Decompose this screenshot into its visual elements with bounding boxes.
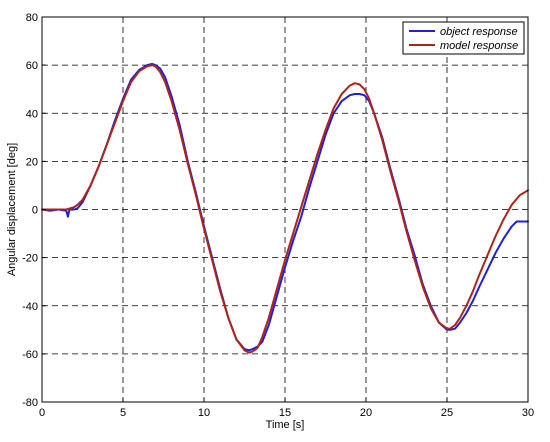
y-axis-label: Angular displacement [deg]: [6, 143, 18, 276]
y-tick-label: 40: [26, 108, 38, 120]
x-tick-label: 25: [441, 407, 453, 419]
x-tick-label: 5: [120, 407, 126, 419]
y-tick-label: 0: [32, 205, 38, 217]
tick-layer: 0 5 10 15 20 25 30 80 60 40 20 0 -20 -40 -60 -80: [22, 12, 534, 419]
legend-box: [402, 21, 525, 55]
series-layer: [41, 62, 529, 354]
y-tick-label: -60: [22, 349, 38, 361]
y-tick-label: -20: [22, 253, 38, 265]
x-tick-label: 10: [198, 407, 210, 419]
series-line-model-response: [41, 64, 529, 354]
y-tick-label: -40: [22, 301, 38, 313]
y-tick-label: 20: [26, 156, 38, 168]
legend: object response model response: [402, 21, 525, 55]
legend-label-object-response: object response: [440, 26, 518, 38]
x-tick-label: 30: [522, 407, 534, 419]
x-tick-label: 0: [39, 407, 45, 419]
x-axis-label: Time [s]: [266, 419, 305, 431]
y-tick-label: 80: [26, 12, 38, 24]
y-tick-label: -80: [22, 397, 38, 409]
y-tick-label: 60: [26, 60, 38, 72]
x-tick-label: 15: [279, 407, 291, 419]
x-tick-label: 20: [360, 407, 372, 419]
legend-label-model-response: model response: [440, 40, 518, 52]
